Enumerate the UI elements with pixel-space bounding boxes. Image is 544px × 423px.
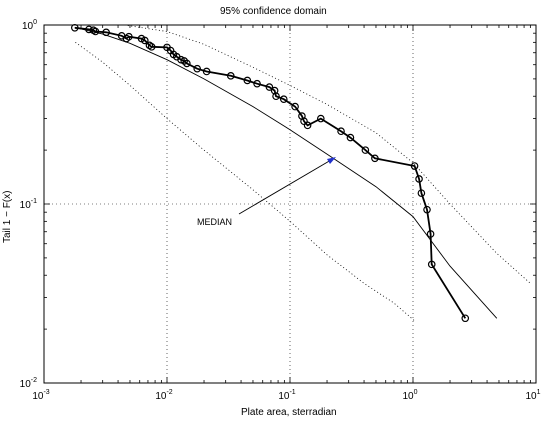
data-point: [303, 121, 312, 130]
data-point: [427, 260, 436, 269]
x-tick-label: 10-1: [278, 389, 295, 402]
data-point: [272, 92, 280, 101]
data-point: [317, 114, 325, 123]
data-point: [243, 76, 252, 85]
x-tick-label: 10-2: [155, 389, 172, 402]
y-axis-label: Tail 1 − F(x): [2, 190, 13, 243]
data-point: [371, 154, 379, 163]
data-point: [361, 146, 370, 154]
chart-title: 95% confidence domain: [220, 6, 327, 17]
data-point: [410, 162, 419, 170]
x-axis-label: Plate area, sterradian: [241, 407, 337, 418]
data-point: [85, 25, 93, 34]
data-point: [265, 83, 274, 91]
y-tick-label: 10-2: [20, 377, 37, 390]
data-point: [346, 133, 355, 142]
series-layer: [71, 23, 531, 323]
data-point: [183, 59, 191, 68]
data-point: [279, 95, 288, 104]
y-tick-label: 10-1: [20, 198, 37, 211]
axis-ticks: [43, 25, 536, 384]
data-point: [125, 32, 133, 41]
data-point: [226, 72, 235, 80]
data-point: [291, 102, 299, 111]
x-tick-label: 101: [525, 389, 540, 402]
data-point: [417, 189, 426, 197]
median-annotation: MEDIAN: [197, 217, 233, 227]
data-point: [426, 230, 435, 238]
median-arrow: [238, 159, 332, 215]
y-tick-label: 100: [22, 19, 37, 32]
series-line-solid-thin: [74, 26, 498, 319]
x-tick-label: 100: [402, 389, 417, 402]
data-point: [337, 127, 345, 136]
series-line-solid-thick-circles: [74, 26, 467, 319]
data-point: [202, 67, 211, 76]
data-point: [423, 205, 431, 214]
data-point: [415, 175, 423, 183]
data-point: [253, 79, 261, 88]
median-arrowhead: [327, 157, 336, 164]
data-point: [461, 314, 470, 323]
data-point: [147, 43, 156, 51]
plot-area: [43, 24, 537, 384]
data-point: [141, 36, 149, 45]
x-tick-label: 10-3: [32, 389, 49, 402]
data-point: [193, 64, 201, 73]
